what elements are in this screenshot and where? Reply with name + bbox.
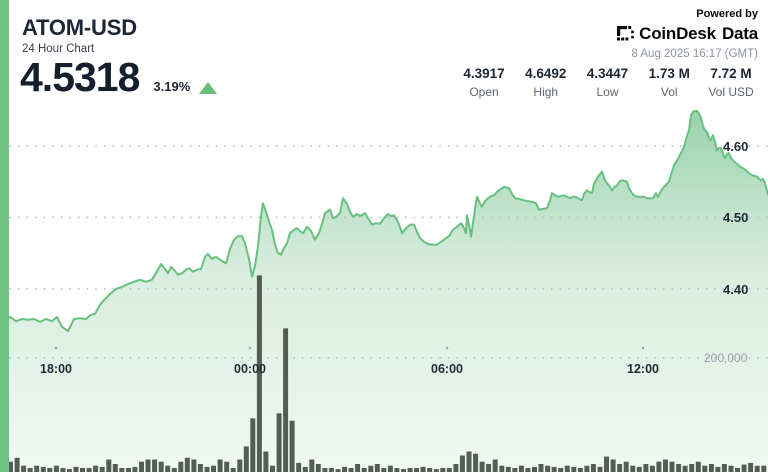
- x-axis-label-1800: 18:00: [40, 362, 72, 376]
- stat-high: 4.6492 High: [523, 66, 569, 99]
- stat-value: 4.3917: [463, 66, 505, 81]
- stat-low: 4.3447 Low: [585, 66, 631, 99]
- stat-label: Open: [469, 85, 499, 99]
- stat-value: 4.3447: [586, 66, 629, 81]
- up-triangle-icon: [199, 82, 218, 94]
- powered-by-label: Powered by: [696, 8, 758, 20]
- stat-label: Low: [596, 85, 619, 99]
- brand-suffix: Data: [721, 24, 758, 43]
- x-axis-label-0000: 00:00: [234, 362, 266, 376]
- stat-label: High: [533, 85, 559, 99]
- stat-label: Vol USD: [708, 85, 754, 99]
- y-axis-label-440: 4.40: [723, 282, 749, 297]
- chart-subtitle: 24 Hour Chart: [22, 43, 95, 56]
- current-price: 4.5318: [20, 54, 140, 100]
- brand-name: CoinDesk: [639, 24, 716, 43]
- page-title: ATOM-USD: [22, 15, 137, 40]
- x-axis-label-1200: 12:00: [627, 362, 659, 376]
- volume-axis-label: 200,000: [704, 351, 748, 365]
- ohlc-stats-row: 4.3917 Open 4.6492 High 4.3447 Low 1.73 …: [461, 66, 754, 99]
- stat-label: Vol: [660, 85, 678, 99]
- stat-volume-usd: 7.72 M Vol USD: [708, 66, 754, 99]
- coindesk-pixel-bracket-icon: [617, 25, 634, 40]
- stat-open: 4.3917 Open: [461, 66, 507, 99]
- change-percent: 3.19%: [153, 79, 191, 94]
- coindesk-data-logo[interactable]: CoinDesk Data: [617, 24, 758, 44]
- stat-value: 7.72 M: [710, 66, 752, 81]
- y-axis-label-460: 4.60: [723, 139, 749, 154]
- stat-value: 4.6492: [525, 66, 567, 81]
- x-axis-label-0600: 06:00: [431, 362, 463, 376]
- stat-value: 1.73 M: [648, 66, 690, 81]
- y-axis-label-450: 4.50: [723, 210, 749, 225]
- stat-volume: 1.73 M Vol: [646, 66, 692, 99]
- left-accent-stripe: [0, 0, 9, 472]
- timestamp: 8 Aug 2025 16:17 (GMT): [631, 48, 758, 60]
